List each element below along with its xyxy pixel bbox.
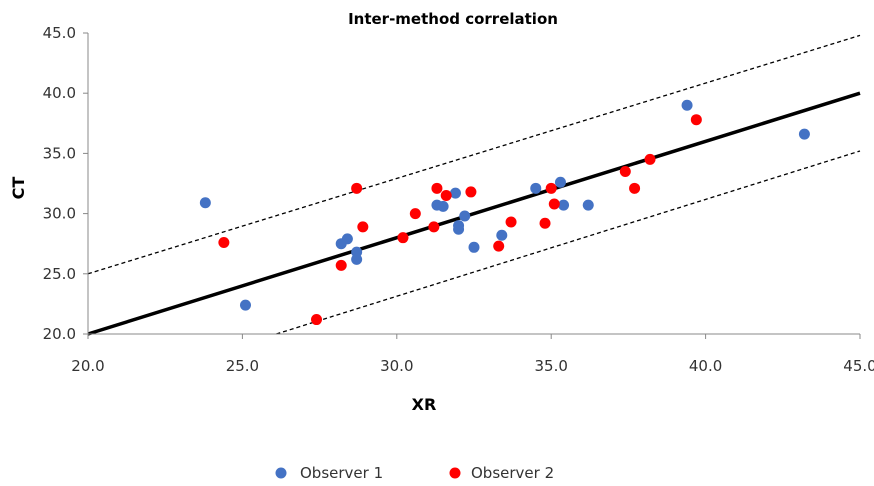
y-tick-label: 45.0	[43, 24, 76, 42]
point-observer-2	[629, 182, 641, 194]
point-observer-1	[437, 200, 449, 212]
point-observer-2	[493, 240, 505, 252]
legend-label-observer-2: Observer 2	[471, 464, 554, 482]
point-observer-2	[311, 314, 323, 326]
point-observer-2	[428, 221, 440, 233]
point-observer-1	[681, 99, 693, 111]
point-observer-1	[239, 299, 251, 311]
legend-label-observer-1: Observer 1	[300, 464, 383, 482]
point-observer-2	[539, 217, 551, 229]
point-observer-2	[357, 221, 369, 233]
legend: Observer 1 Observer 2	[275, 464, 554, 482]
point-observer-1	[453, 223, 465, 235]
point-observer-2	[505, 216, 517, 228]
point-observer-2	[335, 259, 347, 271]
point-observer-2	[644, 153, 656, 165]
x-tick-label: 40.0	[689, 357, 722, 375]
y-tick-label: 30.0	[43, 205, 76, 223]
point-observer-2	[351, 182, 363, 194]
limit-line-2	[276, 150, 861, 335]
point-observer-2	[218, 236, 230, 248]
data-points	[199, 99, 810, 326]
point-observer-1	[459, 210, 471, 222]
legend-marker-observer-1	[275, 467, 287, 479]
point-observer-1	[530, 182, 542, 194]
point-observer-1	[341, 233, 353, 245]
limit-line-1	[87, 34, 861, 275]
point-observer-2	[548, 198, 560, 210]
y-tick-label: 35.0	[43, 144, 76, 162]
y-tick-label: 40.0	[43, 84, 76, 102]
y-axis-title: CT	[9, 177, 28, 200]
point-observer-2	[397, 232, 409, 244]
point-observer-1	[798, 128, 810, 140]
x-tick-label: 45.0	[843, 357, 874, 375]
x-tick-label: 30.0	[380, 357, 413, 375]
y-axis-ticks: 20.0 25.0 30.0 35.0 40.0 45.0	[43, 24, 88, 343]
axes	[87, 33, 860, 335]
point-observer-2	[409, 208, 421, 220]
reference-lines	[87, 34, 861, 336]
point-observer-1	[496, 229, 508, 241]
point-observer-1	[582, 199, 594, 211]
point-observer-2	[431, 182, 443, 194]
point-observer-1	[351, 253, 363, 265]
point-observer-2	[690, 114, 702, 126]
point-observer-1	[554, 176, 566, 188]
x-axis-title: XR	[412, 395, 437, 414]
point-observer-2	[619, 165, 631, 177]
point-observer-1	[449, 187, 461, 199]
point-observer-2	[545, 182, 557, 194]
point-observer-2	[465, 186, 477, 198]
x-tick-label: 35.0	[534, 357, 567, 375]
point-observer-2	[440, 190, 452, 202]
point-observer-1	[558, 199, 570, 211]
point-observer-1	[468, 241, 480, 253]
x-tick-label: 25.0	[226, 357, 259, 375]
point-observer-1	[199, 197, 211, 209]
regression-line	[87, 91, 861, 336]
chart-title: Inter-method correlation	[348, 10, 558, 28]
x-axis-ticks: 20.0 25.0 30.0 35.0 40.0 45.0	[71, 334, 874, 375]
x-tick-label: 20.0	[71, 357, 104, 375]
y-tick-label: 25.0	[43, 265, 76, 283]
legend-marker-observer-2	[449, 467, 461, 479]
y-tick-label: 20.0	[43, 325, 76, 343]
